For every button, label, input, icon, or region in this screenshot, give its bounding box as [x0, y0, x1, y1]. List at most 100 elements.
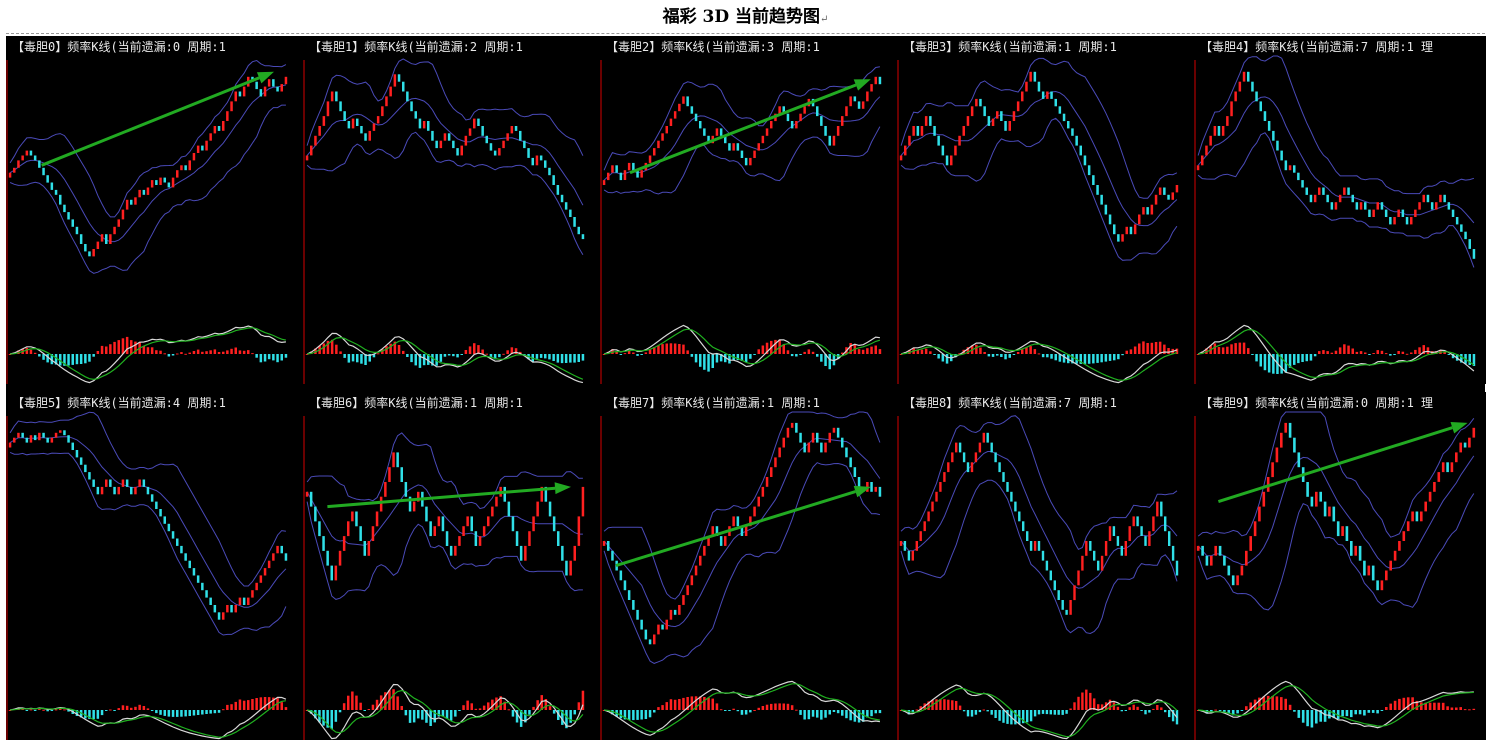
candle [1085, 541, 1088, 556]
candle [272, 553, 275, 561]
candle [176, 538, 179, 546]
oscillator-bar [343, 354, 346, 358]
oscillator-bar [322, 343, 326, 354]
candle [1368, 209, 1371, 217]
oscillator-bar [1164, 710, 1167, 713]
band-upper [900, 57, 1178, 199]
oscillator-bar [749, 354, 752, 359]
chart-panel-4: 【毒胆4】频率K线(当前遗漏:7 周期:1 理 [1194, 36, 1486, 384]
candle [1460, 224, 1463, 232]
oscillator-bar [1338, 347, 1342, 354]
oscillator-bar [966, 347, 970, 354]
oscillator-bar [213, 710, 217, 714]
candle [96, 241, 100, 249]
candle [975, 98, 978, 107]
candle [678, 103, 681, 112]
oscillator-bar [552, 710, 556, 714]
oscillator-bar [1120, 710, 1123, 712]
candle [452, 140, 455, 149]
band-middle [9, 84, 287, 243]
oscillator-bar [1096, 354, 1099, 363]
oscillator-bar [468, 346, 472, 354]
candle [711, 526, 714, 536]
oscillator-bar [458, 710, 461, 711]
oscillator-bar [732, 708, 735, 710]
candle [786, 113, 790, 122]
oscillator-bar [690, 354, 694, 357]
candle [1004, 121, 1007, 131]
oscillator-bar [514, 348, 518, 354]
oscillator-bar [1332, 710, 1336, 719]
oscillator-bar [167, 354, 171, 357]
chart-title: 【毒胆4】频率K线(当前遗漏:7 周期:1 理 [1200, 40, 1434, 54]
oscillator-bar [503, 701, 506, 710]
oscillator-bar [707, 354, 710, 372]
oscillator-bar [1463, 709, 1467, 711]
oscillator-bar [314, 348, 317, 354]
oscillator-bar [422, 354, 426, 366]
candle [611, 550, 614, 561]
candle [1144, 536, 1147, 546]
candle [1000, 111, 1003, 121]
oscillator-bar [724, 710, 727, 711]
candle [1441, 462, 1445, 473]
oscillator-bar [1447, 354, 1451, 355]
oscillator-bar [171, 354, 175, 356]
candle [326, 550, 329, 566]
candle [565, 560, 568, 576]
candle [527, 148, 530, 158]
oscillator-bar [263, 697, 267, 710]
oscillator-bar [866, 710, 869, 718]
oscillator-bar [412, 710, 416, 723]
oscillator-bar [359, 702, 362, 710]
oscillator-bar [482, 705, 486, 710]
candle [1405, 217, 1409, 225]
candle [330, 565, 333, 581]
oscillator-bar [1230, 344, 1233, 354]
chart-svg [303, 416, 585, 740]
candle [242, 597, 246, 605]
candle [410, 101, 413, 112]
oscillator-bar [740, 354, 744, 361]
oscillator-bar [958, 353, 961, 355]
candle [1201, 155, 1204, 166]
candle [1041, 550, 1045, 561]
candle [1259, 101, 1262, 112]
oscillator-bar [255, 354, 258, 358]
candle [1128, 526, 1131, 541]
oscillator-bar [1341, 710, 1344, 717]
chart-panel-7: 【毒胆7】频率K线(当前遗漏:1 周期:1 [600, 392, 892, 740]
candle [79, 234, 83, 244]
oscillator-bar [1069, 708, 1072, 710]
candle [1014, 501, 1017, 512]
candle [150, 494, 154, 502]
candle [1293, 437, 1296, 453]
candle [276, 86, 279, 92]
candle [653, 634, 656, 645]
oscillator-bar [581, 354, 585, 361]
candle [360, 126, 363, 134]
oscillator-bar [1154, 342, 1158, 354]
candle [757, 143, 760, 151]
oscillator-bar [1364, 352, 1367, 354]
oscillator-bar [770, 703, 773, 710]
candle [75, 226, 79, 235]
candle [130, 199, 133, 205]
candle [425, 506, 428, 522]
candle [462, 526, 465, 536]
candle [690, 106, 694, 114]
candle [1008, 121, 1011, 131]
oscillator-bar [67, 710, 70, 712]
candle [836, 427, 840, 438]
candle [343, 111, 346, 121]
candle [1415, 511, 1419, 522]
oscillator-bar [1156, 705, 1159, 710]
oscillator-bar [1148, 710, 1151, 713]
oscillator-bar [573, 710, 576, 715]
candle [908, 135, 911, 146]
oscillator-bar [744, 354, 748, 363]
band-upper [1197, 411, 1475, 538]
candle [1213, 126, 1217, 136]
candle [682, 595, 685, 605]
oscillator-bar [1163, 344, 1166, 354]
